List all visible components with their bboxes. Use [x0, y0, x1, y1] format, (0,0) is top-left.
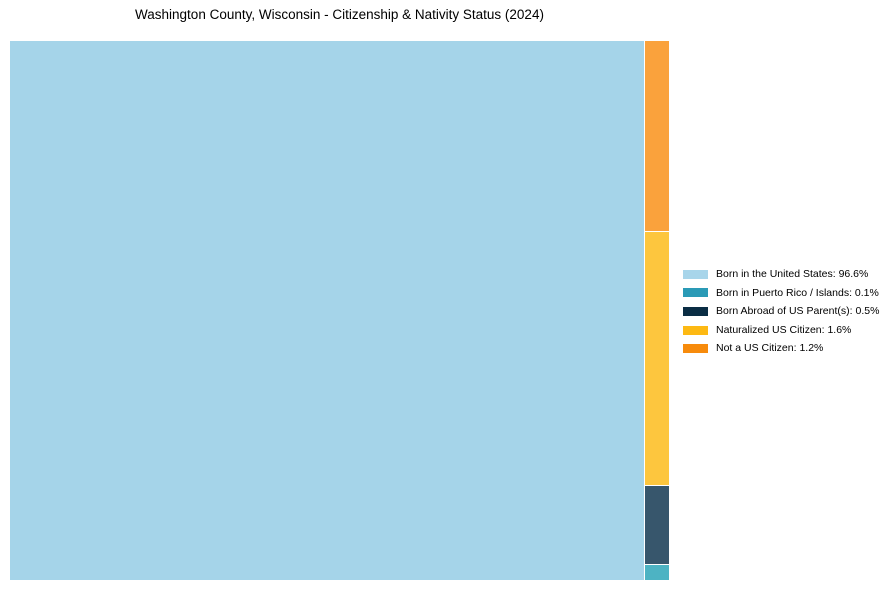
legend-label: Born in the United States: 96.6% — [716, 268, 869, 281]
treemap-cell-not-a-us-citizen — [645, 41, 669, 231]
legend-row-born-in-puerto-rico-islands: Born in Puerto Rico / Islands: 0.1% — [683, 284, 879, 303]
treemap-cell-naturalized-us-citizen — [645, 232, 669, 485]
legend-label: Not a US Citizen: 1.2% — [716, 342, 824, 355]
treemap-cell-born-in-puerto-rico-islands — [645, 565, 669, 580]
treemap-cell-born-in-the-united-states — [10, 41, 644, 580]
legend-row-not-a-us-citizen: Not a US Citizen: 1.2% — [683, 339, 879, 358]
legend-swatch-icon — [683, 269, 708, 279]
legend-row-naturalized-us-citizen: Naturalized US Citizen: 1.6% — [683, 321, 879, 340]
chart-title: Washington County, Wisconsin - Citizensh… — [135, 7, 544, 22]
legend-row-born-abroad-of-us-parent-s: Born Abroad of US Parent(s): 0.5% — [683, 302, 879, 321]
legend-swatch-icon — [683, 288, 708, 298]
legend-swatch-icon — [683, 344, 708, 354]
legend: Born in the United States: 96.6% Born in … — [683, 265, 879, 358]
legend-swatch-icon — [683, 306, 708, 316]
legend-swatch-icon — [683, 325, 708, 335]
legend-label: Born Abroad of US Parent(s): 0.5% — [716, 305, 880, 318]
treemap-cell-born-abroad-of-us-parent-s — [645, 486, 669, 564]
legend-label: Naturalized US Citizen: 1.6% — [716, 323, 852, 336]
treemap — [10, 41, 669, 580]
legend-row-born-in-the-united-states: Born in the United States: 96.6% — [683, 265, 879, 284]
legend-label: Born in Puerto Rico / Islands: 0.1% — [716, 286, 879, 299]
